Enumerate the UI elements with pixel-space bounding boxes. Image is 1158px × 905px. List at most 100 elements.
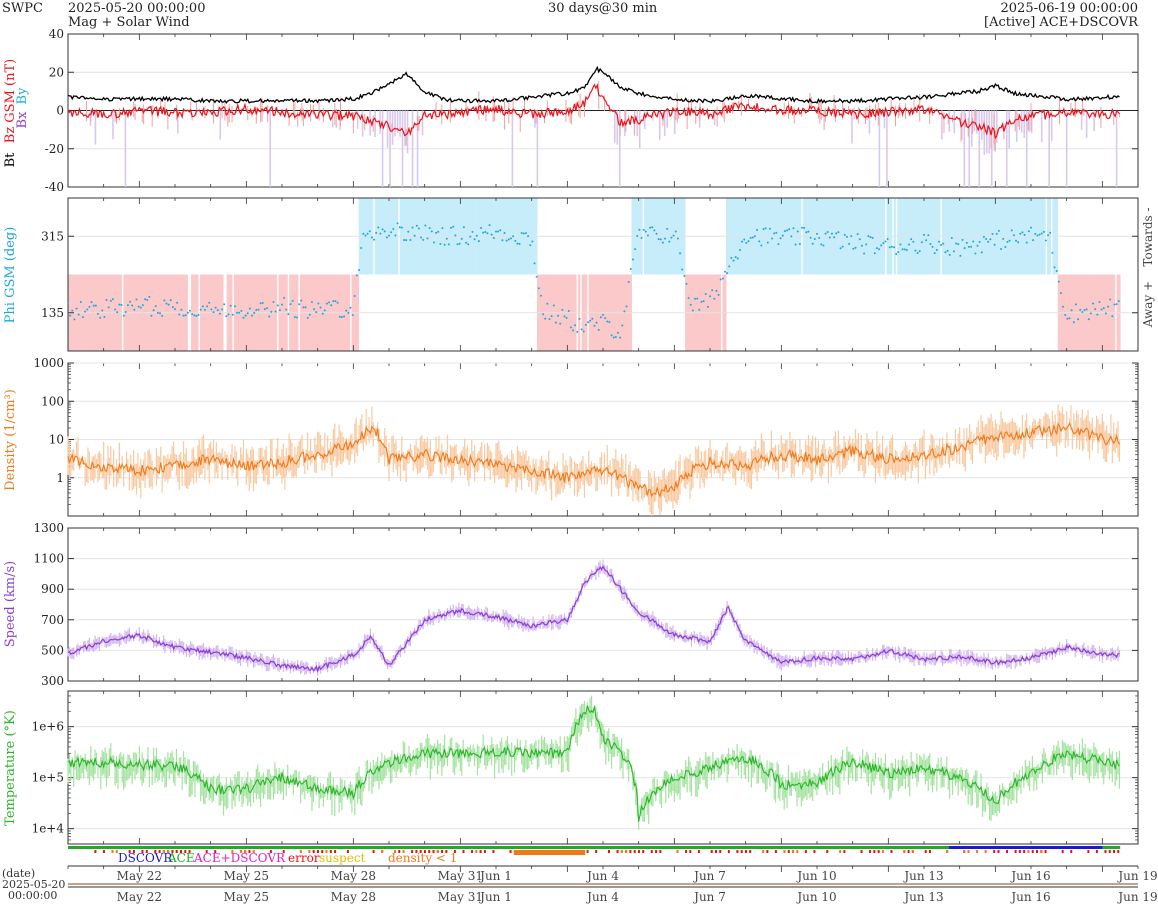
phi-point [398,226,401,229]
phi-point [1021,231,1024,234]
x-tick-label-lower: Jun 16 [1009,890,1050,904]
phi-point [248,307,251,310]
phi-point [587,321,590,324]
phi-point [554,321,557,324]
phi-point [424,224,427,227]
phi-point [788,228,791,231]
phi-point [75,307,78,310]
phi-point [638,228,641,231]
phi-point [317,302,320,305]
phi-point [602,313,604,316]
error-mark [1104,850,1107,853]
phi-point [963,247,966,250]
phi-point [332,300,335,303]
phi-point [422,238,425,241]
phi-point [1053,266,1056,269]
phi-point [542,313,545,316]
phi-point [315,311,318,314]
error-mark [214,850,217,853]
error-mark [128,850,131,853]
phi-point [124,310,127,313]
phi-point [940,244,943,247]
phi-point [745,241,748,244]
phi-point [176,301,179,304]
phi-point [822,244,825,247]
phi-point [1042,230,1045,233]
phi-point [706,305,709,308]
y-tick-label: 1e+4 [32,822,65,836]
error-mark [462,850,465,853]
error-mark [419,850,422,853]
density-flag-mark [967,850,970,853]
error-mark [184,850,187,853]
phi-point [415,224,418,227]
phi-point [319,306,322,309]
density-flag-mark [436,850,439,853]
density-flag-mark [963,850,966,853]
error-mark [1117,850,1120,853]
phi-point [492,237,495,240]
phi-point [700,300,703,303]
error-mark [629,850,632,853]
phi-point [430,230,433,233]
temperature-series-line [67,705,1120,822]
x-tick-label: May 22 [117,869,162,883]
error-mark [710,850,713,853]
phi-point [520,231,523,234]
error-mark [787,850,790,853]
phi-point [475,234,478,237]
phi-point [458,242,461,245]
phi-point [597,328,600,331]
phi-point [323,309,326,312]
phi-point [1047,234,1050,237]
phi-point [353,295,356,298]
phi-point [865,243,868,246]
phi-point [238,311,241,314]
y-tick-label: 1e+5 [32,771,64,785]
phi-point [111,298,114,301]
phi-point [775,231,778,234]
end-time: 2025-06-19 00:00:00 [1000,1,1138,16]
phi-point [88,305,91,308]
y-tick-label: 315 [41,229,64,243]
error-mark [1061,850,1064,853]
x-tick-label: May 28 [331,869,376,883]
phi-point [559,322,562,325]
phi-point [781,234,784,237]
phi-point [661,241,664,244]
phi-point [1006,240,1009,243]
phi-point [1109,298,1112,301]
phi-point [651,226,654,229]
phi-point [546,302,549,305]
phi-point [266,307,269,310]
phi-point [174,308,176,311]
phi-point [764,227,767,230]
phi-point [614,336,617,339]
phi-point [268,315,271,318]
phi-point [982,235,985,238]
phi-point [197,313,200,316]
phi-point [649,226,652,229]
phi-point [561,308,564,311]
date-label: (date) [2,867,35,880]
phi-point [1004,246,1007,249]
phi-point [826,231,829,234]
phi-point [94,304,97,307]
y-tick-label: 900 [41,582,64,596]
density-flag-mark [252,850,255,853]
x-tick-label: Jun 4 [585,869,619,883]
phi-point [871,236,874,239]
phi-point [1089,312,1092,315]
phi-point [1030,226,1032,229]
phi-point [659,238,662,241]
y-tick-label: 20 [49,65,64,79]
phi-point [569,326,572,329]
phi-point [535,275,538,278]
phi-point [1059,292,1062,295]
phi-point [490,233,493,236]
phi-point [869,236,872,239]
phi-point [227,313,230,316]
error-mark [766,850,769,853]
phi-point [255,309,258,312]
phi-point [373,238,376,241]
